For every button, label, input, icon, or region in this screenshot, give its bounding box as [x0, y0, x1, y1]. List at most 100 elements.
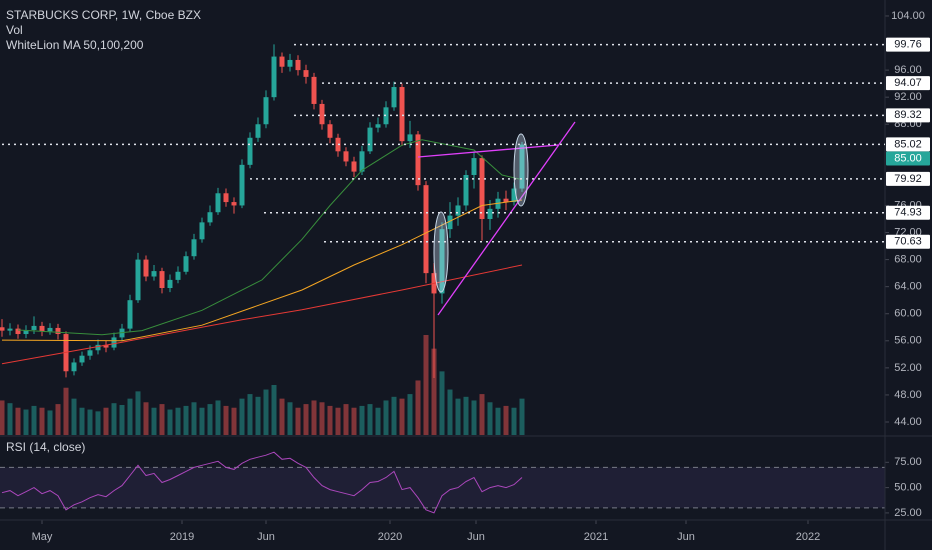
candle-body	[191, 239, 197, 257]
candle-body	[391, 87, 397, 108]
volume-bar	[519, 398, 525, 435]
x-tick-label: 2021	[584, 531, 608, 543]
moving-average	[1, 264, 523, 365]
volume-bar	[159, 404, 165, 435]
candle-body	[143, 259, 149, 277]
candle-body	[23, 329, 29, 335]
volume-bar	[103, 407, 109, 435]
volume-bar	[311, 400, 317, 435]
volume-bar	[279, 398, 285, 435]
candle-body	[239, 164, 245, 206]
x-tick-label: Jun	[677, 531, 695, 543]
candle-body	[175, 271, 181, 280]
volume-bar	[95, 411, 101, 435]
candle-body	[287, 59, 293, 67]
candle-body	[215, 193, 221, 213]
volume-bar	[351, 407, 357, 435]
candle-body	[159, 271, 165, 289]
level-label: 99.76	[894, 39, 922, 51]
volume-bar	[495, 407, 501, 435]
volume-bar	[175, 407, 181, 435]
rsi-tick-label: 75.00	[894, 456, 922, 468]
candle-body	[279, 56, 285, 67]
candle-body	[87, 350, 93, 356]
volume-bar	[271, 385, 277, 435]
volume-bar	[447, 389, 453, 435]
x-tick-label: Jun	[257, 531, 275, 543]
volume-bar	[143, 402, 149, 435]
volume-bar	[383, 400, 389, 435]
x-tick-label: 2019	[170, 531, 194, 543]
level-label-box	[886, 137, 930, 152]
level-label: 85.02	[894, 138, 922, 150]
volume-bar	[247, 394, 253, 435]
ma-label: WhiteLion MA 50,100,200	[6, 38, 144, 52]
volume-bar	[263, 389, 269, 435]
candle-body	[423, 185, 429, 274]
volume-bar	[111, 403, 117, 435]
volume-bar	[359, 405, 365, 435]
candle-body	[79, 355, 85, 363]
main-layer	[0, 44, 525, 514]
volume-bar	[295, 407, 301, 435]
candle-body	[319, 103, 325, 125]
volume-bar	[327, 405, 333, 435]
candle-body	[439, 229, 445, 294]
candle-body	[399, 87, 405, 142]
candle-body	[207, 212, 213, 223]
x-tick-label: 2020	[378, 531, 402, 543]
candle-body	[39, 325, 45, 332]
volume-bar	[7, 403, 13, 435]
candle-body	[447, 215, 453, 230]
y-tick-label: 64.00	[894, 281, 922, 293]
volume-bar	[119, 405, 125, 435]
candle-body	[311, 76, 317, 104]
volume-bar	[303, 404, 309, 435]
rsi-tick-label: 25.00	[894, 507, 922, 519]
volume-bar	[439, 371, 445, 435]
level-label: 89.32	[894, 109, 922, 121]
level-label-box	[886, 234, 930, 249]
volume-bar	[343, 404, 349, 435]
x-tick-label: Jun	[467, 531, 485, 543]
candle-body	[167, 279, 173, 289]
volume-bar	[399, 398, 405, 435]
level-label: 79.92	[894, 173, 922, 185]
volume-bar	[87, 409, 93, 435]
candle-body	[231, 202, 237, 206]
candle-body	[351, 161, 357, 172]
candle-body	[223, 193, 229, 203]
y-tick-label: 88.00	[894, 118, 922, 130]
volume-bar	[199, 407, 205, 435]
highlight-ellipse	[513, 133, 529, 207]
volume-bar	[287, 402, 293, 435]
volume-bar	[23, 409, 29, 435]
candle-body	[519, 144, 525, 189]
candle-body	[7, 328, 13, 331]
candle-body	[471, 158, 477, 176]
level-label: 74.93	[894, 207, 922, 219]
candle-body	[31, 325, 37, 330]
candle-body	[71, 362, 77, 372]
rsi-line	[1, 451, 523, 514]
volume-bar	[471, 400, 477, 435]
volume-bar	[455, 398, 461, 435]
candle-body	[263, 97, 269, 125]
volume-bar	[31, 405, 37, 435]
y-tick-label: 96.00	[894, 64, 922, 76]
back-layer: 104.0096.0092.0088.0076.0072.0068.0064.0…	[0, 10, 925, 543]
volume-bar	[415, 380, 421, 435]
candle-body	[103, 344, 109, 348]
level-label-box	[886, 108, 930, 123]
volume-bar	[255, 396, 261, 435]
candle-body	[327, 124, 333, 138]
candle-body	[407, 134, 413, 142]
highlight-ellipse	[433, 211, 449, 293]
candle-body	[15, 328, 21, 335]
chart-title: STARBUCKS CORP, 1W, Cboe BZX	[6, 8, 201, 22]
volume-bar	[167, 409, 173, 435]
volume-bar	[127, 398, 133, 435]
candle-body	[95, 344, 101, 351]
level-label: 70.63	[894, 236, 922, 248]
volume-bar	[55, 404, 61, 435]
